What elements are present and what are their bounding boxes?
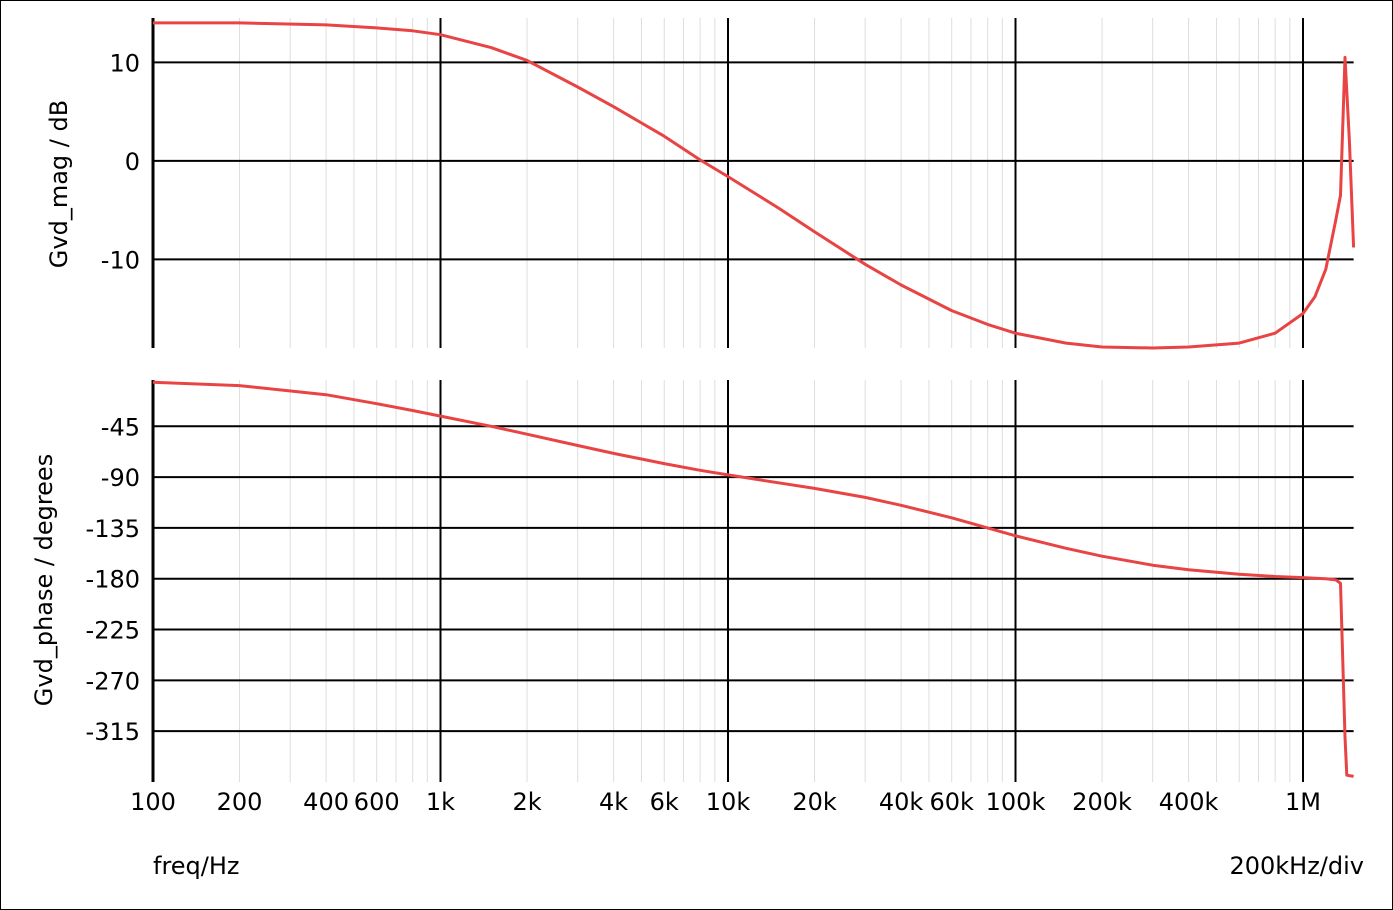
phase-y-tick-label: -315 bbox=[86, 718, 140, 746]
x-tick-label: 2k bbox=[512, 788, 541, 816]
x-scale-note: 200kHz/div bbox=[1229, 852, 1364, 880]
x-tick-label: 200k bbox=[1072, 788, 1132, 816]
traces bbox=[152, 21, 1356, 778]
phase-y-tick-label: -180 bbox=[86, 566, 140, 594]
phase-y-tick-label: -225 bbox=[86, 617, 140, 645]
major-grid bbox=[151, 18, 1354, 782]
x-tick-label: 60k bbox=[929, 788, 974, 816]
x-tick-label: 100k bbox=[986, 788, 1046, 816]
phase-y-tick-label: -90 bbox=[101, 464, 140, 492]
x-tick-label: 400k bbox=[1159, 788, 1219, 816]
x-axis-label: freq/Hz bbox=[153, 852, 240, 880]
phase-axis-label: Gvd_phase / degrees bbox=[30, 454, 58, 706]
magnitude-y-tick-label: 0 bbox=[125, 148, 140, 176]
x-tick-label: 200 bbox=[217, 788, 263, 816]
x-tick-label: 4k bbox=[599, 788, 628, 816]
phase-trace bbox=[152, 380, 1354, 778]
minor-grid bbox=[239, 18, 1291, 782]
x-tick-label: 20k bbox=[792, 788, 837, 816]
magnitude-y-tick-label: 10 bbox=[109, 49, 140, 77]
magnitude-trace bbox=[153, 21, 1356, 350]
phase-y-tick-label: -270 bbox=[86, 667, 140, 695]
x-tick-label: 10k bbox=[706, 788, 751, 816]
x-tick-label: 600 bbox=[354, 788, 400, 816]
x-tick-label: 1k bbox=[426, 788, 455, 816]
phase-y-tick-label: -45 bbox=[101, 413, 140, 441]
phase-y-tick-label: -135 bbox=[86, 515, 140, 543]
x-tick-label: 100 bbox=[130, 788, 176, 816]
x-tick-label: 6k bbox=[650, 788, 679, 816]
x-tick-label: 1M bbox=[1285, 788, 1321, 816]
magnitude-y-tick-label: -10 bbox=[101, 246, 140, 274]
x-tick-label: 400 bbox=[303, 788, 349, 816]
mag-axis-label: Gvd_mag / dB bbox=[45, 100, 73, 268]
x-tick-label: 40k bbox=[879, 788, 924, 816]
